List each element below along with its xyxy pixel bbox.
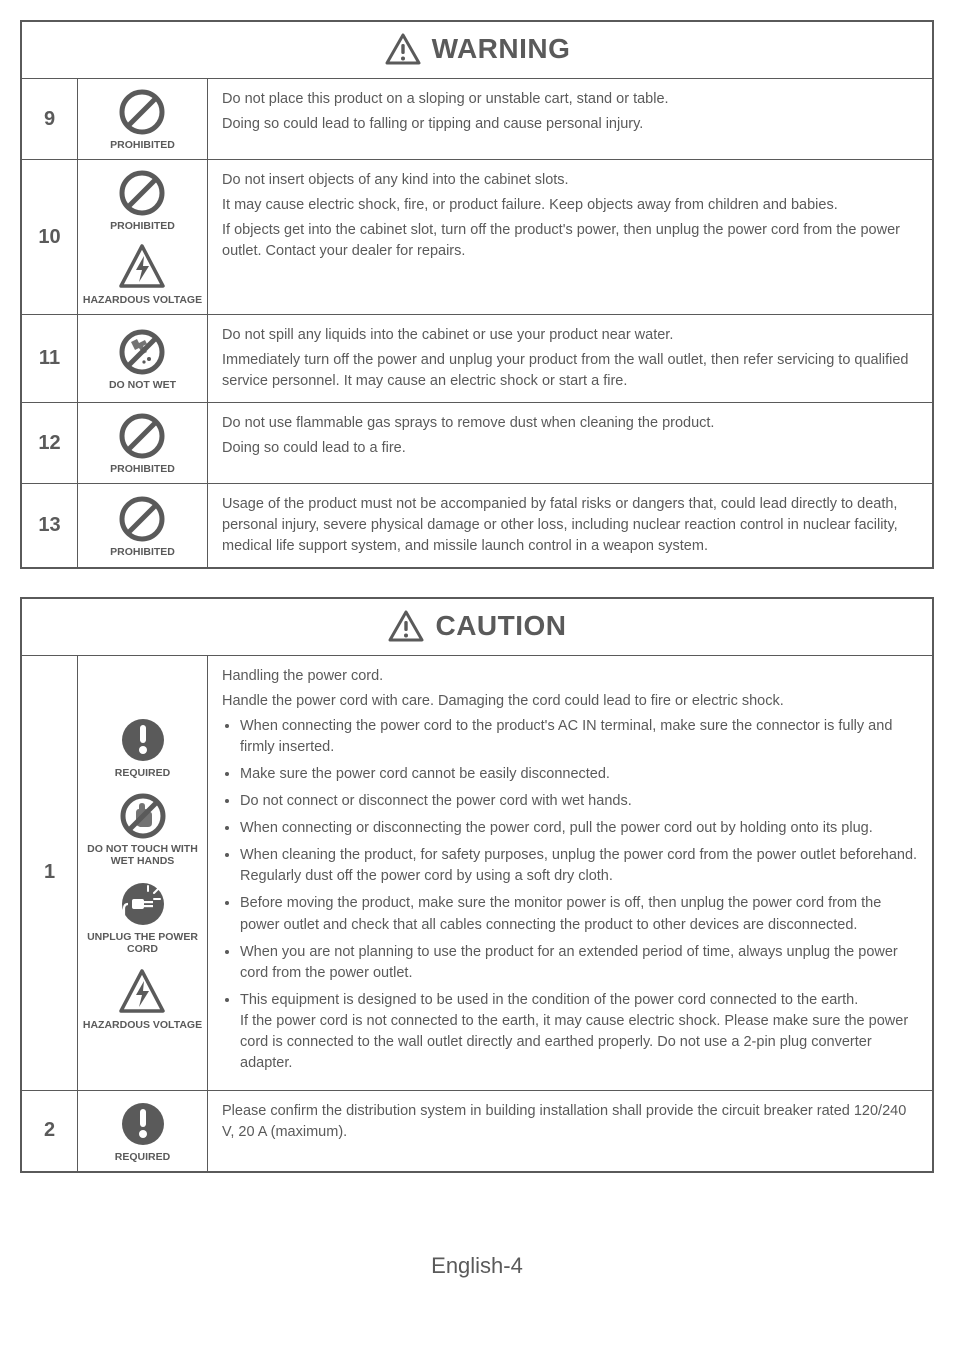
prohibited-icon bbox=[117, 168, 167, 218]
row-number: 9 bbox=[22, 79, 78, 159]
warning-row-13: 13 PROHIBITED Usage of the product must … bbox=[22, 484, 932, 567]
hazardous-voltage-icon bbox=[117, 242, 167, 292]
icon-cell: PROHIBITED bbox=[78, 403, 208, 483]
icon-label: REQUIRED bbox=[115, 767, 170, 779]
icon-cell: PROHIBITED HAZARDOUS VOLTAGE bbox=[78, 160, 208, 314]
icon-label: DO NOT WET bbox=[109, 379, 176, 391]
warning-triangle-icon bbox=[384, 32, 422, 66]
warning-row-11: 11 DO NOT WET Do not spill any liquids i… bbox=[22, 315, 932, 403]
warning-text: Usage of the product must not be accompa… bbox=[208, 484, 932, 567]
unplug-icon bbox=[118, 879, 168, 929]
warning-row-12: 12 PROHIBITED Do not use flammable gas s… bbox=[22, 403, 932, 484]
caution-triangle-icon bbox=[387, 609, 425, 643]
row-number: 10 bbox=[22, 160, 78, 314]
warning-text: Do not insert objects of any kind into t… bbox=[208, 160, 932, 314]
page-footer: English-4 bbox=[20, 1253, 934, 1279]
required-icon bbox=[118, 715, 168, 765]
warning-title: WARNING bbox=[432, 33, 571, 65]
icon-label: PROHIBITED bbox=[110, 546, 175, 558]
prohibited-icon bbox=[117, 494, 167, 544]
prohibited-icon bbox=[117, 411, 167, 461]
row-number: 11 bbox=[22, 315, 78, 402]
required-icon bbox=[118, 1099, 168, 1149]
icon-label: PROHIBITED bbox=[110, 139, 175, 151]
row-number: 1 bbox=[22, 656, 78, 1089]
icon-cell: REQUIRED bbox=[78, 1091, 208, 1171]
row-number: 12 bbox=[22, 403, 78, 483]
warning-header: WARNING bbox=[22, 22, 932, 79]
icon-cell: REQUIRED DO NOT TOUCH WITH WET HANDS UNP… bbox=[78, 656, 208, 1089]
icon-cell: PROHIBITED bbox=[78, 484, 208, 567]
caution-bullet-list: When connecting the power cord to the pr… bbox=[222, 716, 918, 1073]
icon-label: PROHIBITED bbox=[110, 463, 175, 475]
caution-row-1: 1 REQUIRED DO NOT TOUCH WITH WET HANDS U… bbox=[22, 656, 932, 1090]
icon-label: UNPLUG THE POWER CORD bbox=[82, 931, 203, 955]
row-number: 13 bbox=[22, 484, 78, 567]
warning-row-9: 9 PROHIBITED Do not place this product o… bbox=[22, 79, 932, 160]
prohibited-icon bbox=[117, 87, 167, 137]
no-touch-wet-hands-icon bbox=[118, 791, 168, 841]
icon-label: HAZARDOUS VOLTAGE bbox=[83, 1019, 202, 1031]
hazardous-voltage-icon bbox=[117, 967, 167, 1017]
do-not-wet-icon bbox=[117, 327, 167, 377]
icon-label: HAZARDOUS VOLTAGE bbox=[83, 294, 202, 306]
caution-text: Handling the power cord. Handle the powe… bbox=[208, 656, 932, 1089]
caution-text: Please confirm the distribution system i… bbox=[208, 1091, 932, 1171]
warning-table: WARNING 9 PROHIBITED Do not place this p… bbox=[20, 20, 934, 569]
icon-label: PROHIBITED bbox=[110, 220, 175, 232]
icon-cell: PROHIBITED bbox=[78, 79, 208, 159]
caution-header: CAUTION bbox=[22, 599, 932, 656]
icon-label: DO NOT TOUCH WITH WET HANDS bbox=[82, 843, 203, 867]
caution-row-2: 2 REQUIRED Please confirm the distributi… bbox=[22, 1091, 932, 1171]
warning-row-10: 10 PROHIBITED HAZARDOUS VOLTAGE Do not i… bbox=[22, 160, 932, 315]
warning-text: Do not use flammable gas sprays to remov… bbox=[208, 403, 932, 483]
warning-text: Do not spill any liquids into the cabine… bbox=[208, 315, 932, 402]
icon-label: REQUIRED bbox=[115, 1151, 170, 1163]
caution-title: CAUTION bbox=[435, 610, 566, 642]
row-number: 2 bbox=[22, 1091, 78, 1171]
warning-text: Do not place this product on a sloping o… bbox=[208, 79, 932, 159]
caution-table: CAUTION 1 REQUIRED DO NOT TOUCH WITH WET… bbox=[20, 597, 934, 1172]
icon-cell: DO NOT WET bbox=[78, 315, 208, 402]
